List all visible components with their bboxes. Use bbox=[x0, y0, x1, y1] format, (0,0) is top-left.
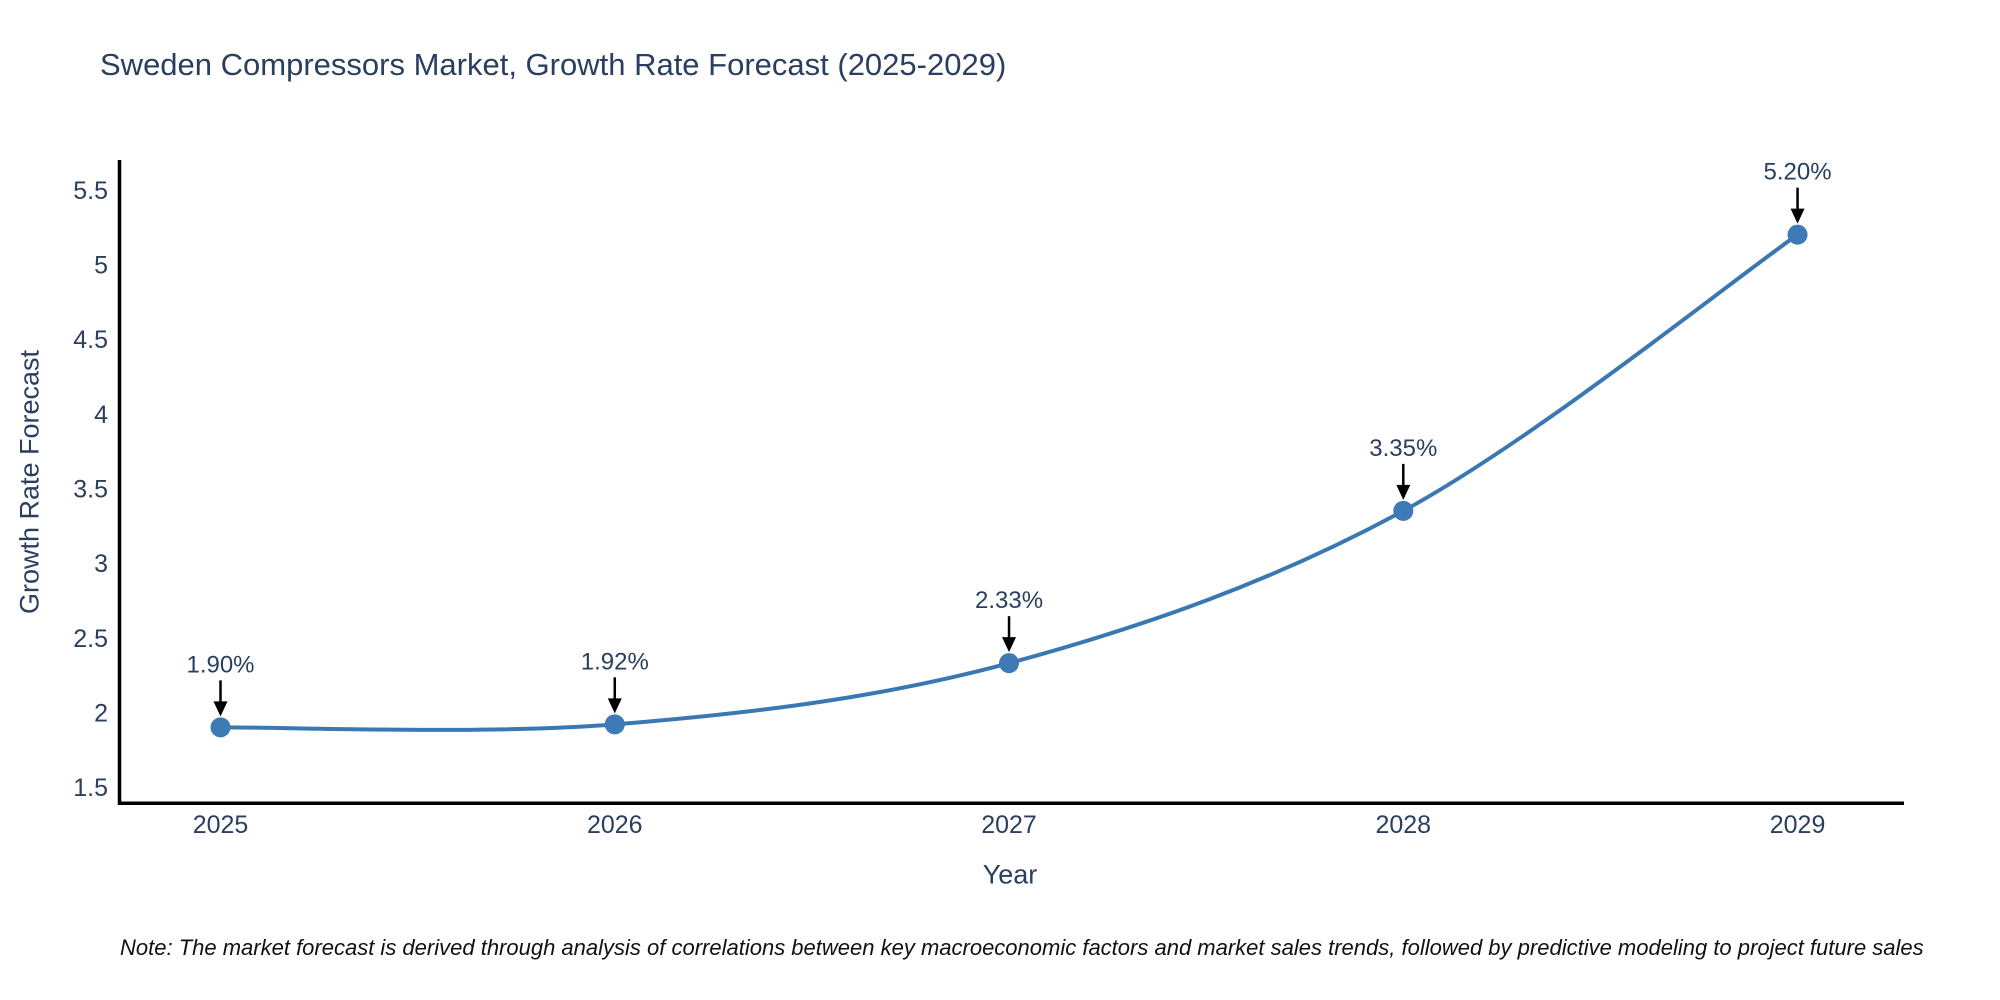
data-point-marker-2026 bbox=[604, 714, 625, 735]
data-point-marker-2028 bbox=[1393, 500, 1414, 521]
x-tick-label: 2027 bbox=[981, 811, 1037, 839]
annotation-arrow-head bbox=[213, 701, 228, 717]
x-axis-title: Year bbox=[982, 859, 1038, 890]
annotation-arrow-head bbox=[607, 698, 622, 714]
annotation-arrow-head bbox=[1790, 208, 1805, 224]
annotation-label: 1.92% bbox=[581, 648, 649, 675]
x-tick-label: 2028 bbox=[1375, 811, 1431, 839]
y-axis-title: Growth Rate Forecast bbox=[14, 349, 45, 615]
y-tick-label: 2.5 bbox=[73, 625, 108, 653]
y-tick-label: 2 bbox=[94, 699, 108, 727]
y-tick-label: 5.5 bbox=[73, 177, 108, 205]
y-tick-label: 1.5 bbox=[73, 774, 108, 802]
annotation-label: 2.33% bbox=[975, 587, 1043, 614]
data-point-marker-2027 bbox=[999, 653, 1020, 674]
y-tick-label: 5 bbox=[94, 252, 108, 280]
annotation-label: 5.20% bbox=[1764, 159, 1832, 186]
y-tick-label: 4.5 bbox=[73, 326, 108, 354]
footnote: Note: The market forecast is derived thr… bbox=[120, 935, 1924, 960]
x-tick-label: 2026 bbox=[587, 811, 643, 839]
annotation-label: 3.35% bbox=[1369, 435, 1437, 462]
annotation-arrow-head bbox=[1396, 484, 1411, 500]
y-tick-label: 3.5 bbox=[73, 475, 108, 503]
annotation-label: 1.90% bbox=[186, 651, 254, 678]
y-tick-label: 3 bbox=[94, 550, 108, 578]
axis-spines bbox=[117, 160, 1904, 805]
data-point-marker-2025 bbox=[210, 717, 231, 738]
x-tick-label: 2025 bbox=[193, 811, 249, 839]
annotation-arrow-head bbox=[1002, 637, 1017, 653]
data-point-marker-2029 bbox=[1787, 224, 1808, 245]
chart-title: Sweden Compressors Market, Growth Rate F… bbox=[100, 47, 1007, 82]
x-tick-label: 2029 bbox=[1770, 811, 1826, 839]
y-tick-label: 4 bbox=[94, 401, 108, 429]
